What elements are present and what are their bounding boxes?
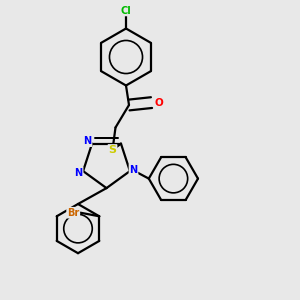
Text: Cl: Cl	[121, 5, 131, 16]
Text: N: N	[83, 136, 92, 146]
Text: S: S	[109, 145, 116, 155]
Text: Br: Br	[67, 208, 79, 218]
Text: N: N	[74, 168, 83, 178]
Text: N: N	[129, 165, 138, 175]
Text: O: O	[154, 98, 164, 108]
